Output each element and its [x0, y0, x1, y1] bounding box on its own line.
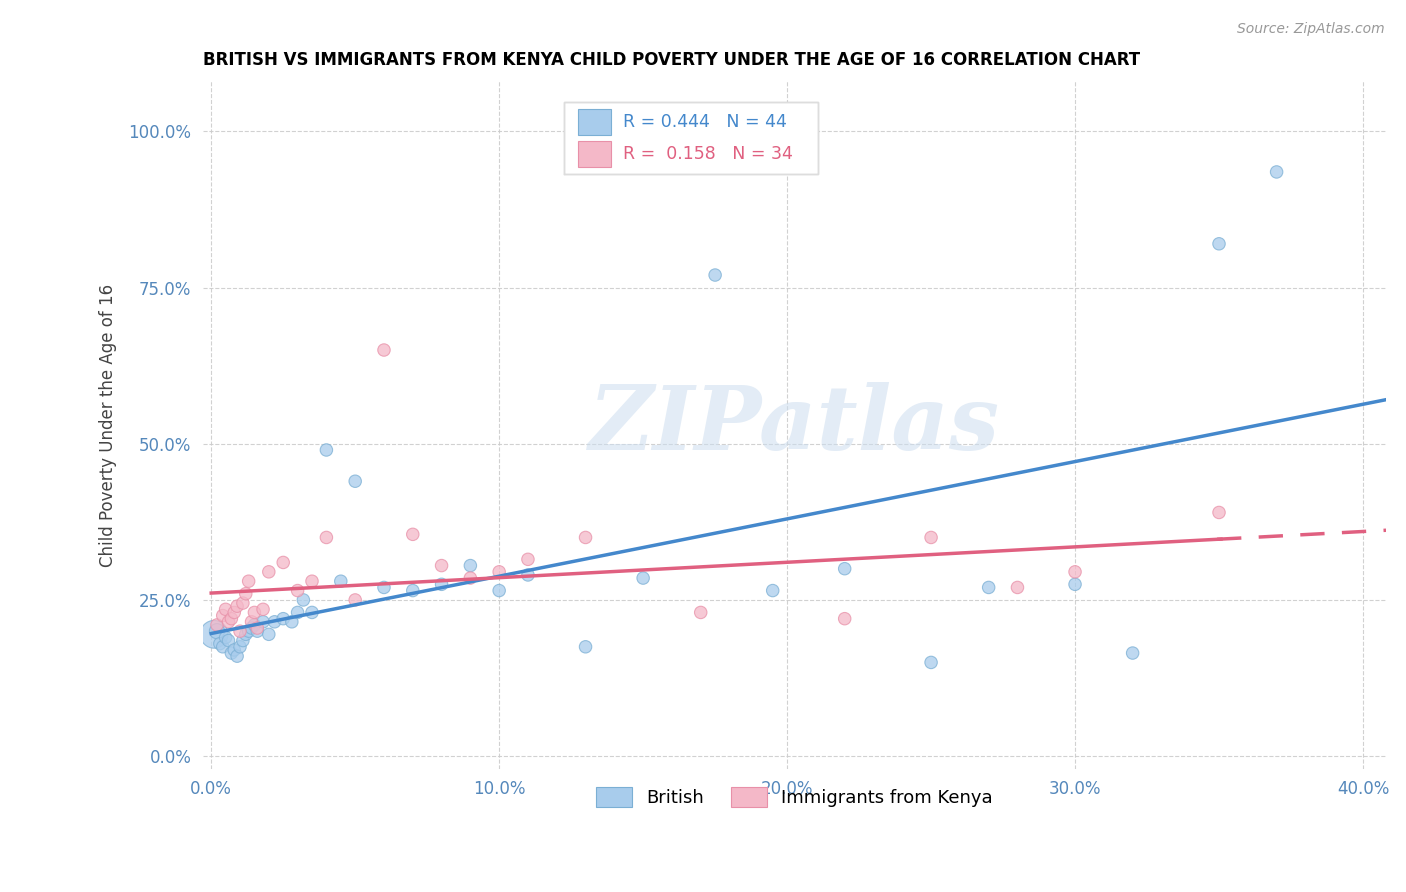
Point: [240, 621, 263, 635]
Point: [460, 571, 482, 585]
Point: [517, 552, 540, 566]
Point: [263, 615, 285, 629]
Point: [1208, 236, 1230, 251]
Point: [287, 583, 309, 598]
Point: [344, 593, 367, 607]
Point: [488, 565, 510, 579]
Point: [240, 615, 263, 629]
Point: [235, 627, 257, 641]
Point: [689, 606, 711, 620]
Point: [834, 612, 856, 626]
Point: [430, 577, 453, 591]
Point: [762, 583, 785, 598]
Point: [373, 343, 395, 357]
Point: [229, 640, 252, 654]
Point: [214, 631, 236, 645]
Text: BRITISH VS IMMIGRANTS FROM KENYA CHILD POVERTY UNDER THE AGE OF 16 CORRELATION C: BRITISH VS IMMIGRANTS FROM KENYA CHILD P…: [202, 51, 1140, 69]
Point: [232, 633, 254, 648]
Point: [373, 581, 395, 595]
Point: [218, 633, 240, 648]
Point: [920, 531, 942, 545]
Point: [329, 574, 352, 589]
Point: [221, 612, 243, 626]
Point: [315, 442, 337, 457]
Bar: [578, 109, 610, 136]
Point: [301, 574, 323, 589]
Point: [218, 615, 240, 629]
Point: [460, 558, 482, 573]
Point: [488, 583, 510, 598]
Point: [257, 565, 280, 579]
Point: [344, 474, 367, 488]
Text: R =  0.158   N = 34: R = 0.158 N = 34: [623, 145, 793, 163]
Point: [226, 649, 249, 664]
Point: [574, 640, 596, 654]
Point: [517, 568, 540, 582]
Point: [631, 571, 654, 585]
Point: [221, 646, 243, 660]
Point: [704, 268, 727, 282]
Text: ZIPatlas: ZIPatlas: [589, 382, 1000, 468]
Point: [977, 581, 1000, 595]
Point: [402, 527, 425, 541]
Text: Source: ZipAtlas.com: Source: ZipAtlas.com: [1237, 22, 1385, 37]
Point: [920, 656, 942, 670]
Point: [1064, 565, 1087, 579]
Point: [1064, 577, 1087, 591]
Point: [235, 587, 257, 601]
Point: [224, 643, 246, 657]
Point: [271, 612, 294, 626]
Legend: British, Immigrants from Kenya: British, Immigrants from Kenya: [588, 780, 1000, 814]
Point: [224, 606, 246, 620]
Point: [238, 574, 260, 589]
Bar: [564, 102, 818, 174]
Point: [292, 593, 315, 607]
Point: [834, 562, 856, 576]
Point: [229, 624, 252, 639]
Point: [252, 602, 274, 616]
Point: [205, 618, 228, 632]
Point: [1208, 506, 1230, 520]
Point: [430, 558, 453, 573]
Point: [243, 618, 266, 632]
Point: [281, 615, 304, 629]
Point: [301, 606, 323, 620]
Point: [226, 599, 249, 614]
Point: [208, 637, 231, 651]
Point: [287, 606, 309, 620]
Y-axis label: Child Poverty Under the Age of 16: Child Poverty Under the Age of 16: [100, 284, 117, 566]
Point: [232, 596, 254, 610]
Point: [252, 615, 274, 629]
Point: [315, 531, 337, 545]
Point: [271, 556, 294, 570]
Point: [214, 602, 236, 616]
Point: [1007, 581, 1029, 595]
Point: [574, 531, 596, 545]
Point: [243, 606, 266, 620]
Point: [1122, 646, 1144, 660]
Point: [246, 624, 269, 639]
Point: [205, 624, 228, 639]
Point: [238, 624, 260, 639]
Point: [202, 627, 225, 641]
Point: [257, 627, 280, 641]
Text: R = 0.444   N = 44: R = 0.444 N = 44: [623, 113, 786, 131]
Point: [211, 608, 233, 623]
Point: [402, 583, 425, 598]
Point: [1265, 165, 1288, 179]
Point: [211, 640, 233, 654]
Bar: [578, 141, 610, 167]
Point: [246, 621, 269, 635]
